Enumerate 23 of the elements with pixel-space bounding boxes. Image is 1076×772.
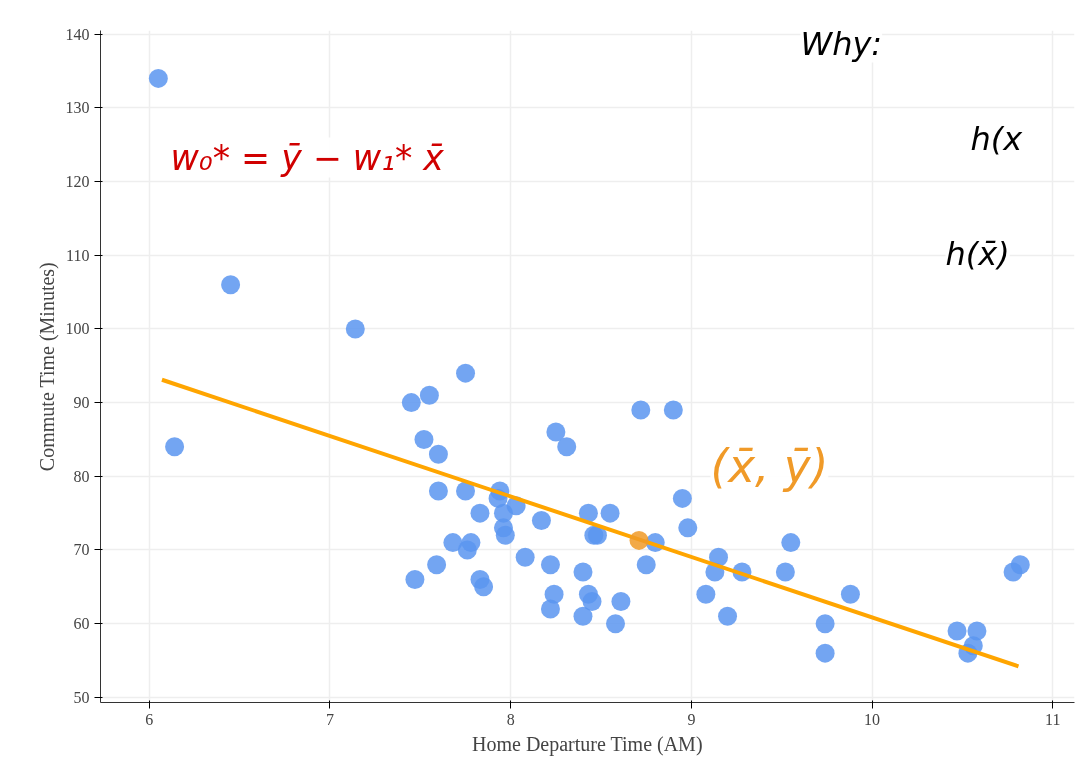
annotation: Why: xyxy=(800,24,883,63)
y-tick-label: 50 xyxy=(73,688,90,706)
y-tick-label: 70 xyxy=(73,541,90,559)
annotation: h(x̄) xyxy=(945,234,1010,273)
y-tick-label: 100 xyxy=(65,320,90,338)
x-tick-label: 7 xyxy=(326,710,334,728)
annotation: w₀* = ȳ − w₁* x̄ xyxy=(170,137,445,178)
y-axis-title: Commute Time (Minutes) xyxy=(35,262,59,472)
annotation: (x̄, ȳ) xyxy=(710,439,829,493)
x-tick-label: 9 xyxy=(687,710,696,728)
y-tick-label: 110 xyxy=(66,246,90,264)
y-tick-label: 120 xyxy=(65,173,90,191)
y-tick-label: 60 xyxy=(73,615,90,633)
x-tick-label: 10 xyxy=(864,710,881,728)
y-tick-label: 140 xyxy=(65,25,90,43)
x-axis-title: Home Departure Time (AM) xyxy=(472,732,703,756)
x-tick-label: 6 xyxy=(145,710,154,728)
y-tick-label: 80 xyxy=(73,467,90,485)
y-tick-label: 130 xyxy=(65,99,90,117)
y-tick-label: 90 xyxy=(73,394,90,412)
x-tick-label: 11 xyxy=(1045,710,1061,728)
x-tick-label: 8 xyxy=(506,710,515,728)
annotation: h(x xyxy=(970,119,1024,158)
